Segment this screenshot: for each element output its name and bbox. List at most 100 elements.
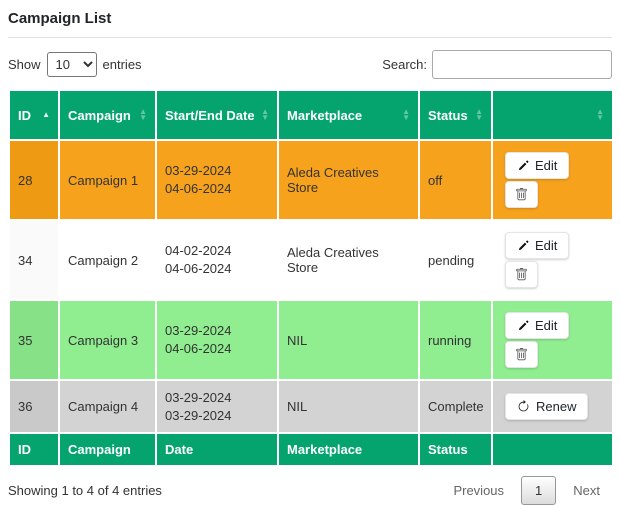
- pencil-icon: [517, 240, 529, 252]
- search-label: Search:: [382, 57, 427, 72]
- page-length-select[interactable]: 10: [47, 52, 97, 77]
- trash-icon: [515, 188, 528, 201]
- cell-id: 36: [9, 380, 59, 433]
- action-buttons: Edit: [501, 312, 604, 368]
- table-row: 35Campaign 303-29-202404-06-2024NILrunni…: [9, 300, 613, 380]
- cell-actions: Edit: [492, 300, 613, 380]
- end-date: 04-06-2024: [165, 340, 269, 358]
- footer-column-header-marketplace: Marketplace: [278, 433, 419, 466]
- cell-campaign: Campaign 4: [59, 380, 156, 433]
- cell-start-end-date: 03-29-202403-29-2024: [156, 380, 278, 433]
- cell-marketplace: Aleda Creatives Store: [278, 140, 419, 220]
- start-date: 03-29-2024: [165, 322, 269, 340]
- next-page-button[interactable]: Next: [561, 477, 612, 504]
- cell-id: 35: [9, 300, 59, 380]
- start-date: 04-02-2024: [165, 242, 269, 260]
- sort-both-icon: ▲▼: [139, 109, 147, 121]
- cell-status: Complete: [419, 380, 492, 433]
- column-header-actions[interactable]: ▲▼: [492, 90, 613, 140]
- cell-id: 34: [9, 220, 59, 300]
- footer-column-header-status: Status: [419, 433, 492, 466]
- cell-status: off: [419, 140, 492, 220]
- cell-marketplace: Aleda Creatives Store: [278, 220, 419, 300]
- pagination: Previous 1 Next: [441, 476, 612, 505]
- end-date: 03-29-2024: [165, 407, 269, 425]
- search-input[interactable]: [432, 50, 612, 79]
- sort-both-icon: ▲▼: [402, 109, 410, 121]
- renew-button-label: Renew: [536, 399, 576, 414]
- edit-button-label: Edit: [535, 158, 557, 173]
- sort-both-icon: ▲▼: [596, 109, 604, 121]
- edit-button[interactable]: Edit: [505, 312, 569, 339]
- column-header-label: Start/End Date: [165, 108, 255, 123]
- table-row: 34Campaign 204-02-202404-06-2024Aleda Cr…: [9, 220, 613, 300]
- footer-column-header-date: Date: [156, 433, 278, 466]
- column-header-campaign[interactable]: Campaign ▲▼: [59, 90, 156, 140]
- cell-status: running: [419, 300, 492, 380]
- action-buttons: Renew: [501, 393, 604, 420]
- sort-both-icon: ▲▼: [261, 109, 269, 121]
- cell-actions: Renew: [492, 380, 613, 433]
- footer-column-header-id: ID: [9, 433, 59, 466]
- footer-column-header-campaign: Campaign: [59, 433, 156, 466]
- cell-marketplace: NIL: [278, 300, 419, 380]
- cell-start-end-date: 03-29-202404-06-2024: [156, 140, 278, 220]
- cell-status: pending: [419, 220, 492, 300]
- delete-button[interactable]: [505, 341, 538, 368]
- cell-start-end-date: 03-29-202404-06-2024: [156, 300, 278, 380]
- footer-column-header-actions: [492, 433, 613, 466]
- start-date: 03-29-2024: [165, 162, 269, 180]
- edit-button-label: Edit: [535, 318, 557, 333]
- edit-button[interactable]: Edit: [505, 152, 569, 179]
- delete-button[interactable]: [505, 261, 538, 288]
- table-controls: Show 10 entries Search:: [8, 50, 612, 79]
- previous-page-button[interactable]: Previous: [441, 477, 516, 504]
- start-date: 03-29-2024: [165, 389, 269, 407]
- end-date: 04-06-2024: [165, 180, 269, 198]
- search-control: Search:: [382, 50, 612, 79]
- cell-campaign: Campaign 1: [59, 140, 156, 220]
- sort-ascending-icon: ▲: [42, 112, 50, 118]
- delete-button[interactable]: [505, 181, 538, 208]
- current-page-button[interactable]: 1: [521, 476, 556, 505]
- title-divider: [8, 37, 612, 38]
- show-label: Show: [8, 57, 41, 72]
- table-row: 36Campaign 403-29-202403-29-2024NILCompl…: [9, 380, 613, 433]
- table-footer-header: IDCampaignDateMarketplaceStatus: [9, 433, 613, 466]
- column-header-id[interactable]: ID ▲: [9, 90, 59, 140]
- edit-button-label: Edit: [535, 238, 557, 253]
- column-header-status[interactable]: Status ▲▼: [419, 90, 492, 140]
- renew-button[interactable]: Renew: [505, 393, 588, 420]
- table-header: ID▲Campaign▲▼Start/End Date▲▼Marketplace…: [9, 90, 613, 140]
- cell-start-end-date: 04-02-202404-06-2024: [156, 220, 278, 300]
- action-buttons: Edit: [501, 232, 604, 288]
- page-length-control: Show 10 entries: [8, 52, 142, 77]
- table-bottom-bar: Showing 1 to 4 of 4 entries Previous 1 N…: [8, 476, 612, 505]
- campaign-table: ID▲Campaign▲▼Start/End Date▲▼Marketplace…: [8, 89, 614, 467]
- refresh-icon: [517, 400, 530, 413]
- page-title: Campaign List: [8, 10, 612, 27]
- column-header-label: Campaign: [68, 108, 131, 123]
- column-header-label: Status: [428, 108, 468, 123]
- cell-marketplace: NIL: [278, 380, 419, 433]
- sort-both-icon: ▲▼: [475, 109, 483, 121]
- column-header-marketplace[interactable]: Marketplace ▲▼: [278, 90, 419, 140]
- table-info: Showing 1 to 4 of 4 entries: [8, 483, 162, 498]
- pencil-icon: [517, 160, 529, 172]
- entries-label: entries: [103, 57, 142, 72]
- column-header-start-end-date[interactable]: Start/End Date ▲▼: [156, 90, 278, 140]
- action-buttons: Edit: [501, 152, 604, 208]
- cell-campaign: Campaign 3: [59, 300, 156, 380]
- pencil-icon: [517, 320, 529, 332]
- edit-button[interactable]: Edit: [505, 232, 569, 259]
- end-date: 04-06-2024: [165, 260, 269, 278]
- cell-id: 28: [9, 140, 59, 220]
- cell-campaign: Campaign 2: [59, 220, 156, 300]
- column-header-label: ID: [18, 108, 31, 123]
- cell-actions: Edit: [492, 220, 613, 300]
- table-row: 28Campaign 103-29-202404-06-2024Aleda Cr…: [9, 140, 613, 220]
- column-header-label: Marketplace: [287, 108, 362, 123]
- trash-icon: [515, 348, 528, 361]
- trash-icon: [515, 268, 528, 281]
- cell-actions: Edit: [492, 140, 613, 220]
